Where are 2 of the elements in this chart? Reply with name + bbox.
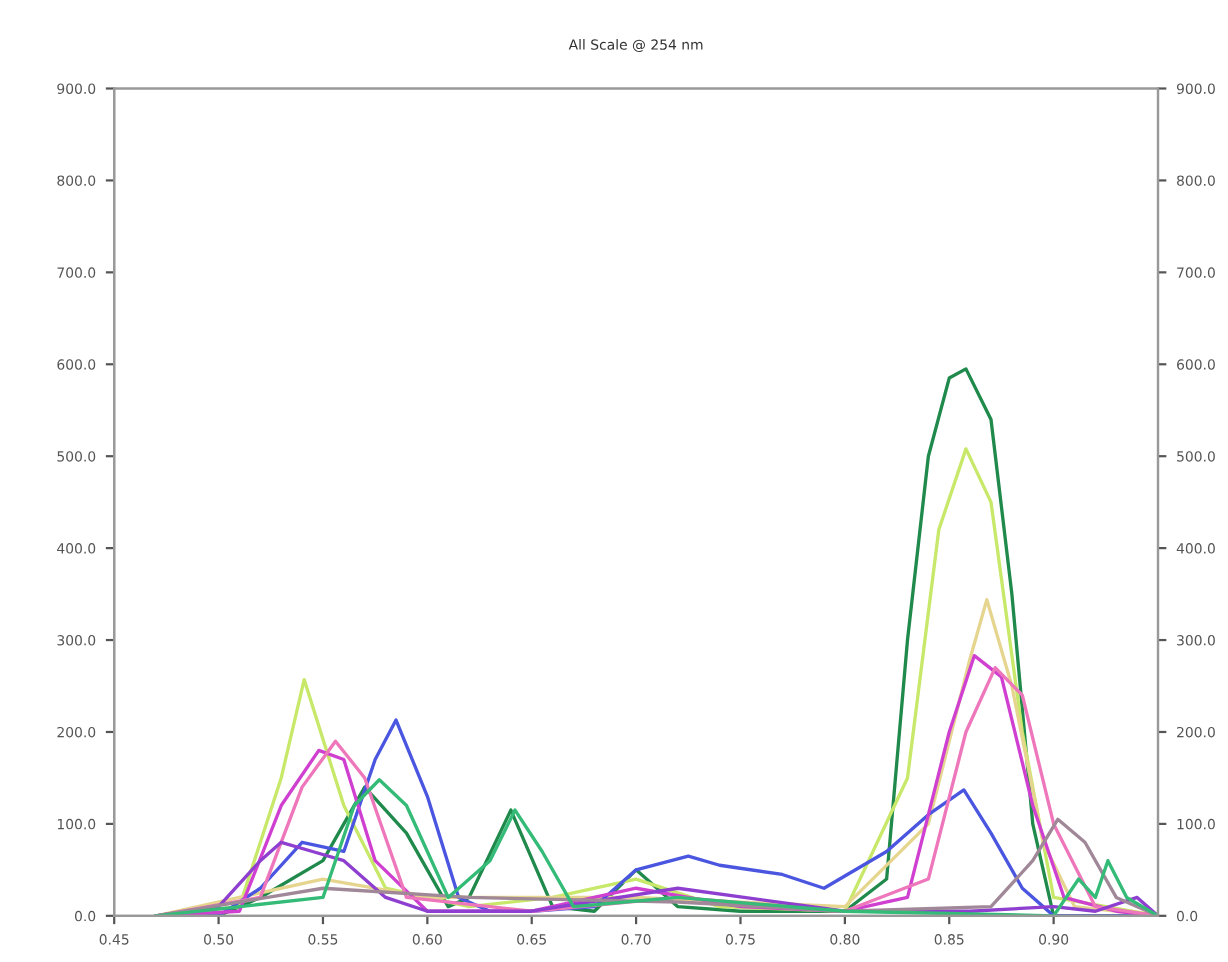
line-series [154, 817, 1158, 916]
line-series [154, 778, 1158, 916]
